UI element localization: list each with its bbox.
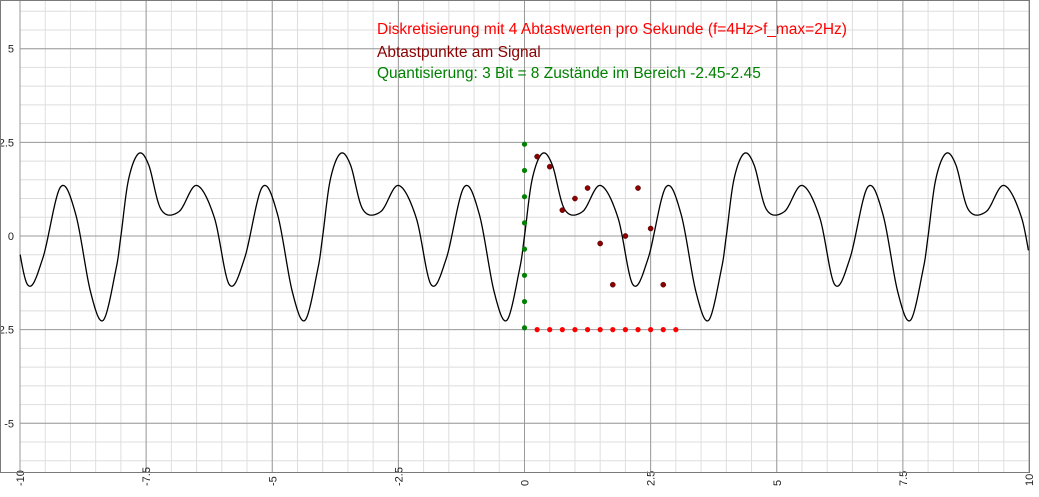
- signal-sample-point: [546, 163, 553, 170]
- quantization-point: [521, 194, 528, 200]
- y-tick-label: 5: [8, 44, 14, 56]
- axis-sample-point: [660, 327, 666, 333]
- quantization-point: [521, 246, 528, 252]
- quantization-point: [521, 141, 528, 147]
- sample-points-signal: [534, 153, 667, 288]
- axis-sample-point: [559, 327, 565, 333]
- sample-points-axis: [534, 327, 679, 333]
- annotation-quantization: Quantisierung: 3 Bit = 8 Zustände im Ber…: [377, 65, 761, 82]
- plot-border: [0, 0, 1030, 473]
- quantization-point: [521, 167, 528, 174]
- signal-sample-point: [609, 281, 616, 288]
- tick-labels: -10 -7.5 -5 -2.5 0 2.5 5 7.5 10 5 2.5 0 -2.5 -5: [0, 44, 1036, 486]
- signal-sample-point: [584, 185, 591, 191]
- axis-sample-point: [610, 327, 616, 333]
- y-tick-label: -5: [4, 418, 14, 430]
- axis-sample-point: [622, 327, 629, 333]
- y-tick-label: -2.5: [0, 325, 14, 337]
- x-tick-label: -5: [267, 476, 279, 486]
- signal-sample-point: [597, 240, 603, 247]
- x-tick-label: 10: [1024, 474, 1036, 486]
- quantization-point: [521, 220, 528, 226]
- x-tick-label: 0: [520, 480, 532, 486]
- signal-sample-point: [559, 207, 566, 213]
- quantization-points: [521, 141, 528, 331]
- quantization-point: [521, 325, 528, 331]
- axis-sample-point: [673, 327, 679, 333]
- signal-curve: [19, 152, 1030, 322]
- signal-sample-point: [572, 195, 578, 202]
- quantization-point: [521, 298, 528, 305]
- signal-sample-point: [622, 233, 629, 239]
- x-tick-label: -2.5: [393, 467, 405, 486]
- x-tick-label: 5: [772, 480, 784, 486]
- axis-sample-point: [534, 327, 540, 333]
- axis-sample-point: [572, 327, 578, 333]
- axis-sample-point: [648, 327, 654, 333]
- signal-sample-point: [534, 153, 540, 160]
- axis-sample-point: [635, 327, 641, 333]
- signal-sample-point: [660, 281, 667, 288]
- annotation-sample-points: Abtastpunkte am Signal: [377, 44, 541, 61]
- y-tick-label: 2.5: [0, 137, 14, 149]
- x-tick-label: -10: [15, 470, 27, 486]
- signal-sample-point: [647, 225, 654, 232]
- annotation-sampling-rate: Diskretisierung mit 4 Abtastwerten pro S…: [377, 21, 847, 38]
- y-tick-label: 0: [8, 231, 14, 243]
- axis-sample-point: [597, 327, 603, 333]
- signal-sample-point: [635, 185, 641, 191]
- axis-sample-point: [547, 327, 553, 333]
- x-tick-label: 2.5: [646, 471, 658, 486]
- x-tick-label: 7.5: [898, 471, 910, 486]
- major-grid: [19, 0, 1030, 472]
- quantization-point: [521, 272, 528, 278]
- x-tick-label: -7.5: [141, 467, 153, 486]
- axis-sample-point: [584, 327, 591, 333]
